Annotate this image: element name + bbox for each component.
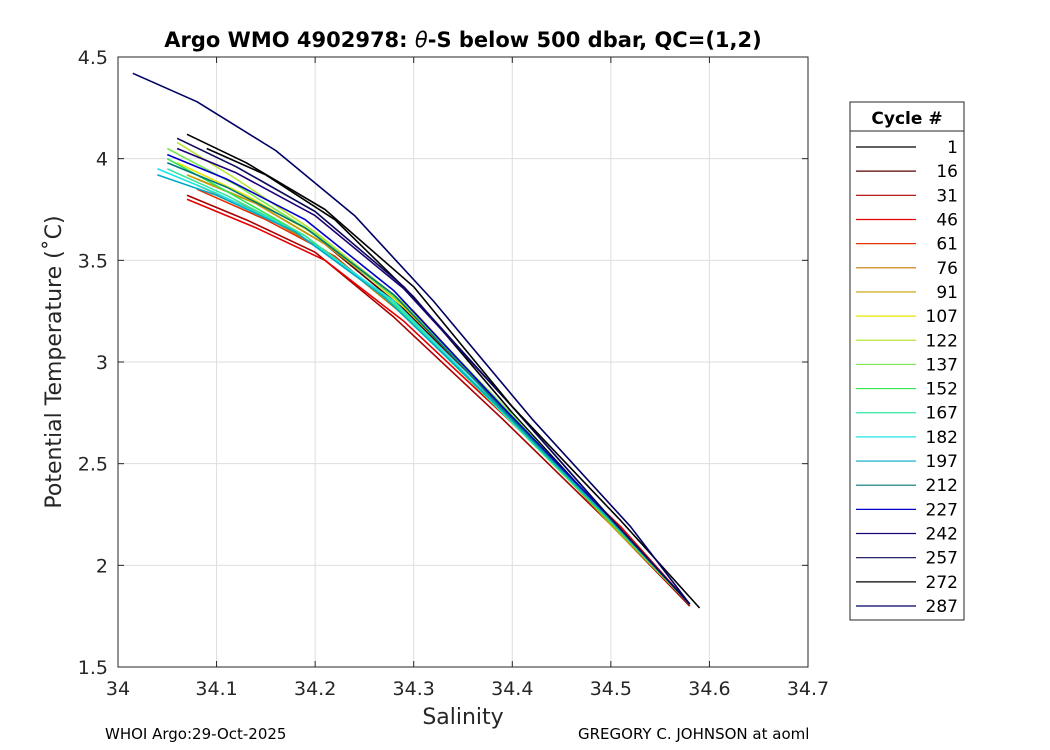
theta-symbol: θ xyxy=(415,28,428,52)
legend-label: 76 xyxy=(936,259,958,279)
series-line-cycle-287 xyxy=(132,72,691,605)
y-tick-label: 4.5 xyxy=(78,47,108,69)
legend-label: 182 xyxy=(926,428,958,448)
legend-title: Cycle # xyxy=(871,109,942,129)
legend-label: 46 xyxy=(936,210,958,230)
legend-label: 1 xyxy=(947,138,958,158)
legend-label: 122 xyxy=(926,331,958,351)
y-axis: 1.5 2 2.5 3 3.5 4 4.5 xyxy=(78,47,808,679)
legend-label: 107 xyxy=(926,307,958,327)
legend-label: 272 xyxy=(926,573,958,593)
legend-label: 16 xyxy=(936,162,958,182)
legend-label: 287 xyxy=(926,597,958,617)
chart-title: Argo WMO 4902978: θ-S below 500 dbar, QC… xyxy=(164,28,761,52)
footer-right: GREGORY C. JOHNSON at aoml xyxy=(578,725,810,743)
legend-label: 61 xyxy=(936,235,958,255)
legend-label: 242 xyxy=(926,525,958,545)
series-line-cycle-46 xyxy=(186,198,691,605)
x-tick-label: 34.2 xyxy=(294,678,336,700)
series-line-cycle-152 xyxy=(166,157,691,605)
series-line-cycle-272 xyxy=(186,133,701,609)
x-tick-label: 34.6 xyxy=(688,678,730,700)
y-tick-label: 4 xyxy=(96,149,108,171)
legend: Cycle # 11631466176911071221371521671821… xyxy=(849,101,965,621)
legend-label: 91 xyxy=(936,283,958,303)
legend-label: 152 xyxy=(926,380,958,400)
legend-label: 212 xyxy=(926,476,958,496)
legend-label: 257 xyxy=(926,549,958,569)
y-tick-label: 2 xyxy=(96,555,108,577)
x-tick-label: 34.4 xyxy=(491,678,533,700)
y-tick-label: 3.5 xyxy=(78,250,108,272)
series-layer xyxy=(132,72,701,609)
x-tick-label: 34 xyxy=(106,678,130,700)
x-axis: 34 34.1 34.2 34.3 34.4 34.5 34.6 34.7 xyxy=(106,57,829,700)
x-tick-label: 34.7 xyxy=(787,678,829,700)
legend-entries: 1 16 31 46 61 76 91 107 122 137 152 167 182 197 212 227… xyxy=(856,138,958,617)
legend-label: 227 xyxy=(926,500,958,520)
y-axis-label: Potential Temperature (˚C) xyxy=(42,215,67,508)
x-tick-label: 34.3 xyxy=(393,678,435,700)
footer-left: WHOI Argo:29-Oct-2025 xyxy=(105,725,287,743)
y-tick-label: 3 xyxy=(96,352,108,374)
series-line-cycle-257 xyxy=(176,137,691,605)
legend-label: 137 xyxy=(926,355,958,375)
x-axis-label: Salinity xyxy=(422,705,503,730)
y-tick-label: 2.5 xyxy=(78,454,108,476)
series-line-cycle-197 xyxy=(157,174,691,605)
legend-label: 167 xyxy=(926,404,958,424)
y-tick-label: 1.5 xyxy=(78,657,108,679)
x-tick-label: 34.1 xyxy=(195,678,237,700)
legend-label: 31 xyxy=(936,186,958,206)
legend-label: 197 xyxy=(926,452,958,472)
x-tick-label: 34.5 xyxy=(590,678,632,700)
